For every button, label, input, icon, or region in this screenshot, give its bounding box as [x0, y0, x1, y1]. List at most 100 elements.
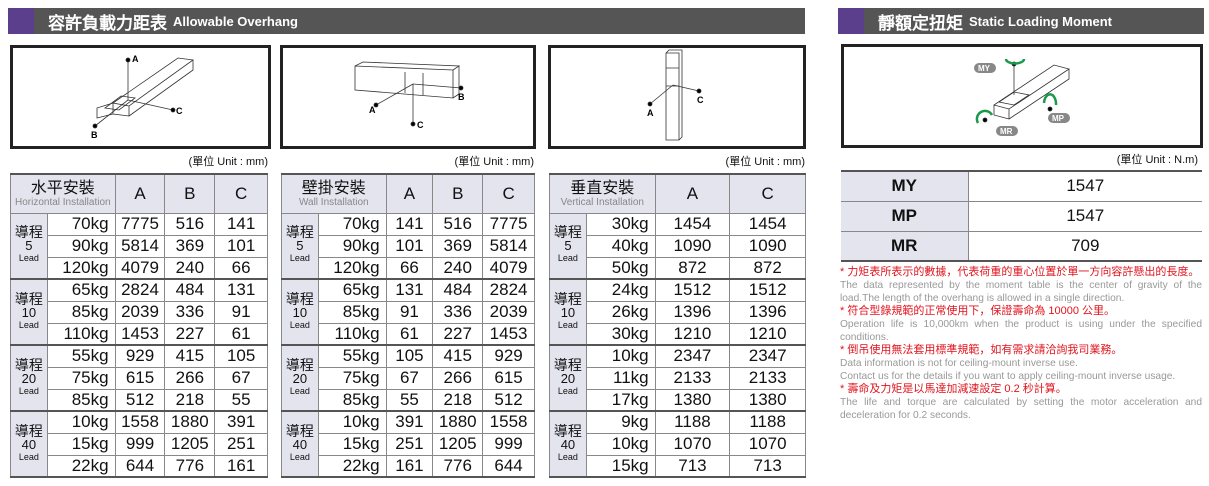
load-cell: 75kg [46, 366, 116, 390]
value-cell: 240 [164, 256, 216, 280]
value-cell: 91 [214, 300, 268, 324]
load-cell: 85kg [46, 388, 116, 412]
lead-value: 5 [296, 238, 304, 254]
value-cell: 1070 [654, 432, 731, 456]
value-cell: 2039 [482, 300, 535, 324]
title-en: Vertical Installation [560, 196, 644, 208]
value-cell: 266 [432, 366, 484, 390]
load-cell: 70kg [46, 212, 116, 236]
horizontal-overhang-table: 水平安裝 Horizontal Installation A B C 導程 5 Lead 70k… [10, 173, 268, 478]
value-cell: 929 [114, 344, 166, 368]
section-title-en: Static Loading Moment [969, 13, 1112, 29]
lead-cell: 導程 40 Lead [549, 410, 587, 478]
load-cell: 24kg [585, 278, 656, 302]
load-cell: 90kg [317, 234, 387, 258]
lead-value: 10 [292, 304, 308, 320]
load-cell: 55kg [46, 344, 116, 368]
table-row: 85kg 55 218 512 [282, 388, 535, 412]
moment-row: MR 709 [841, 230, 1202, 262]
table-row: 導程 10 Lead 24kg 1512 1512 [549, 278, 806, 346]
value-cell: 1396 [654, 300, 731, 324]
lead-cell: 導程 5 Lead [10, 212, 48, 280]
moment-row: MY 1547 [841, 170, 1202, 202]
lead-label-zh: 導程 [285, 290, 314, 307]
value-cell: 1396 [729, 300, 806, 324]
value-cell: 1880 [432, 410, 484, 434]
lead-cell: 導程 10 Lead [549, 278, 587, 346]
load-cell: 120kg [46, 256, 116, 280]
table-row: 90kg 5814 369 101 [11, 234, 268, 258]
value-cell: 1090 [654, 234, 731, 258]
note-en: The life and torque are calculated by se… [840, 397, 1202, 421]
value-cell: 1070 [729, 432, 806, 456]
table-row: 110kg 61 227 1453 [282, 322, 535, 346]
label-c: C [176, 106, 183, 116]
column-header: A [385, 173, 434, 214]
table-row: 75kg 615 266 67 [11, 366, 268, 390]
table-row: 11kg 2133 2133 [550, 366, 806, 390]
load-cell: 17kg [585, 388, 656, 412]
load-cell: 11kg [585, 366, 656, 390]
section-title-zh: 容許負載力距表 [48, 13, 167, 33]
moment-key: MY [841, 170, 969, 202]
lead-label-en: Lead [557, 385, 578, 396]
value-cell: 131 [385, 278, 434, 302]
value-cell: 91 [385, 300, 434, 324]
lead-label-zh: 導程 [14, 356, 43, 373]
load-cell: 15kg [317, 432, 387, 456]
load-cell: 40kg [585, 234, 656, 258]
value-cell: 7775 [482, 212, 535, 236]
value-cell: 218 [164, 388, 216, 412]
lead-label-en: Lead [557, 253, 578, 264]
load-cell: 55kg [317, 344, 387, 368]
table-row: 導程 10 Lead 65kg 131 484 2824 [281, 278, 535, 346]
lead-value: 20 [292, 370, 308, 386]
lead-value: 5 [564, 238, 572, 254]
lead-cell: 導程 20 Lead [10, 344, 48, 412]
lead-value: 20 [21, 370, 37, 386]
value-cell: 369 [432, 234, 484, 258]
table-row: 85kg 91 336 2039 [282, 300, 535, 324]
value-cell: 7775 [114, 212, 166, 236]
value-cell: 4079 [482, 256, 535, 280]
value-cell: 776 [164, 454, 216, 478]
unit-label: (單位 Unit : mm) [188, 156, 268, 168]
load-cell: 9kg [585, 410, 656, 434]
value-cell: 1205 [432, 432, 484, 456]
horizontal-install-diagram: A C B [10, 45, 271, 149]
table-row: 導程 5 Lead 70kg 141 516 7775 [281, 212, 535, 280]
table-row: 17kg 1380 1380 [550, 388, 806, 412]
table-row: 50kg 872 872 [550, 256, 806, 280]
wall-install-diagram: B A C [280, 45, 536, 149]
table-row: 導程 40 Lead 10kg 1558 1880 391 [10, 410, 268, 478]
table-row: 導程 5 Lead 70kg 7775 516 141 [10, 212, 268, 280]
table-row: 90kg 101 369 5814 [282, 234, 535, 258]
value-cell: 516 [164, 212, 216, 236]
value-cell: 227 [164, 322, 216, 346]
label-mr: MR [1000, 127, 1013, 136]
label-my: MY [978, 64, 991, 73]
value-cell: 101 [214, 234, 268, 258]
value-cell: 141 [214, 212, 268, 236]
lead-label-en: Lead [18, 451, 39, 462]
value-cell: 872 [729, 256, 806, 280]
lead-label-zh: 導程 [285, 422, 314, 439]
column-header: A [654, 173, 731, 214]
value-cell: 240 [432, 256, 484, 280]
table-row: 15kg 251 1205 999 [282, 432, 535, 456]
load-cell: 10kg [46, 410, 116, 434]
lead-cell: 導程 20 Lead [549, 344, 587, 412]
note-zh: * 符合型錄規範的正常使用下，保證壽命為 10000 公里。 [840, 305, 1116, 317]
table-row: 導程 20 Lead 55kg 105 415 929 [281, 344, 535, 412]
value-cell: 615 [114, 366, 166, 390]
value-cell: 61 [385, 322, 434, 346]
value-cell: 67 [214, 366, 268, 390]
note-en: Operation life is 10,000km when the prod… [840, 319, 1202, 343]
lead-value: 40 [560, 436, 576, 452]
value-cell: 1210 [729, 322, 806, 346]
column-header: C [214, 173, 268, 214]
load-cell: 26kg [585, 300, 656, 324]
value-cell: 391 [214, 410, 268, 434]
load-cell: 85kg [46, 300, 116, 324]
value-cell: 484 [432, 278, 484, 302]
